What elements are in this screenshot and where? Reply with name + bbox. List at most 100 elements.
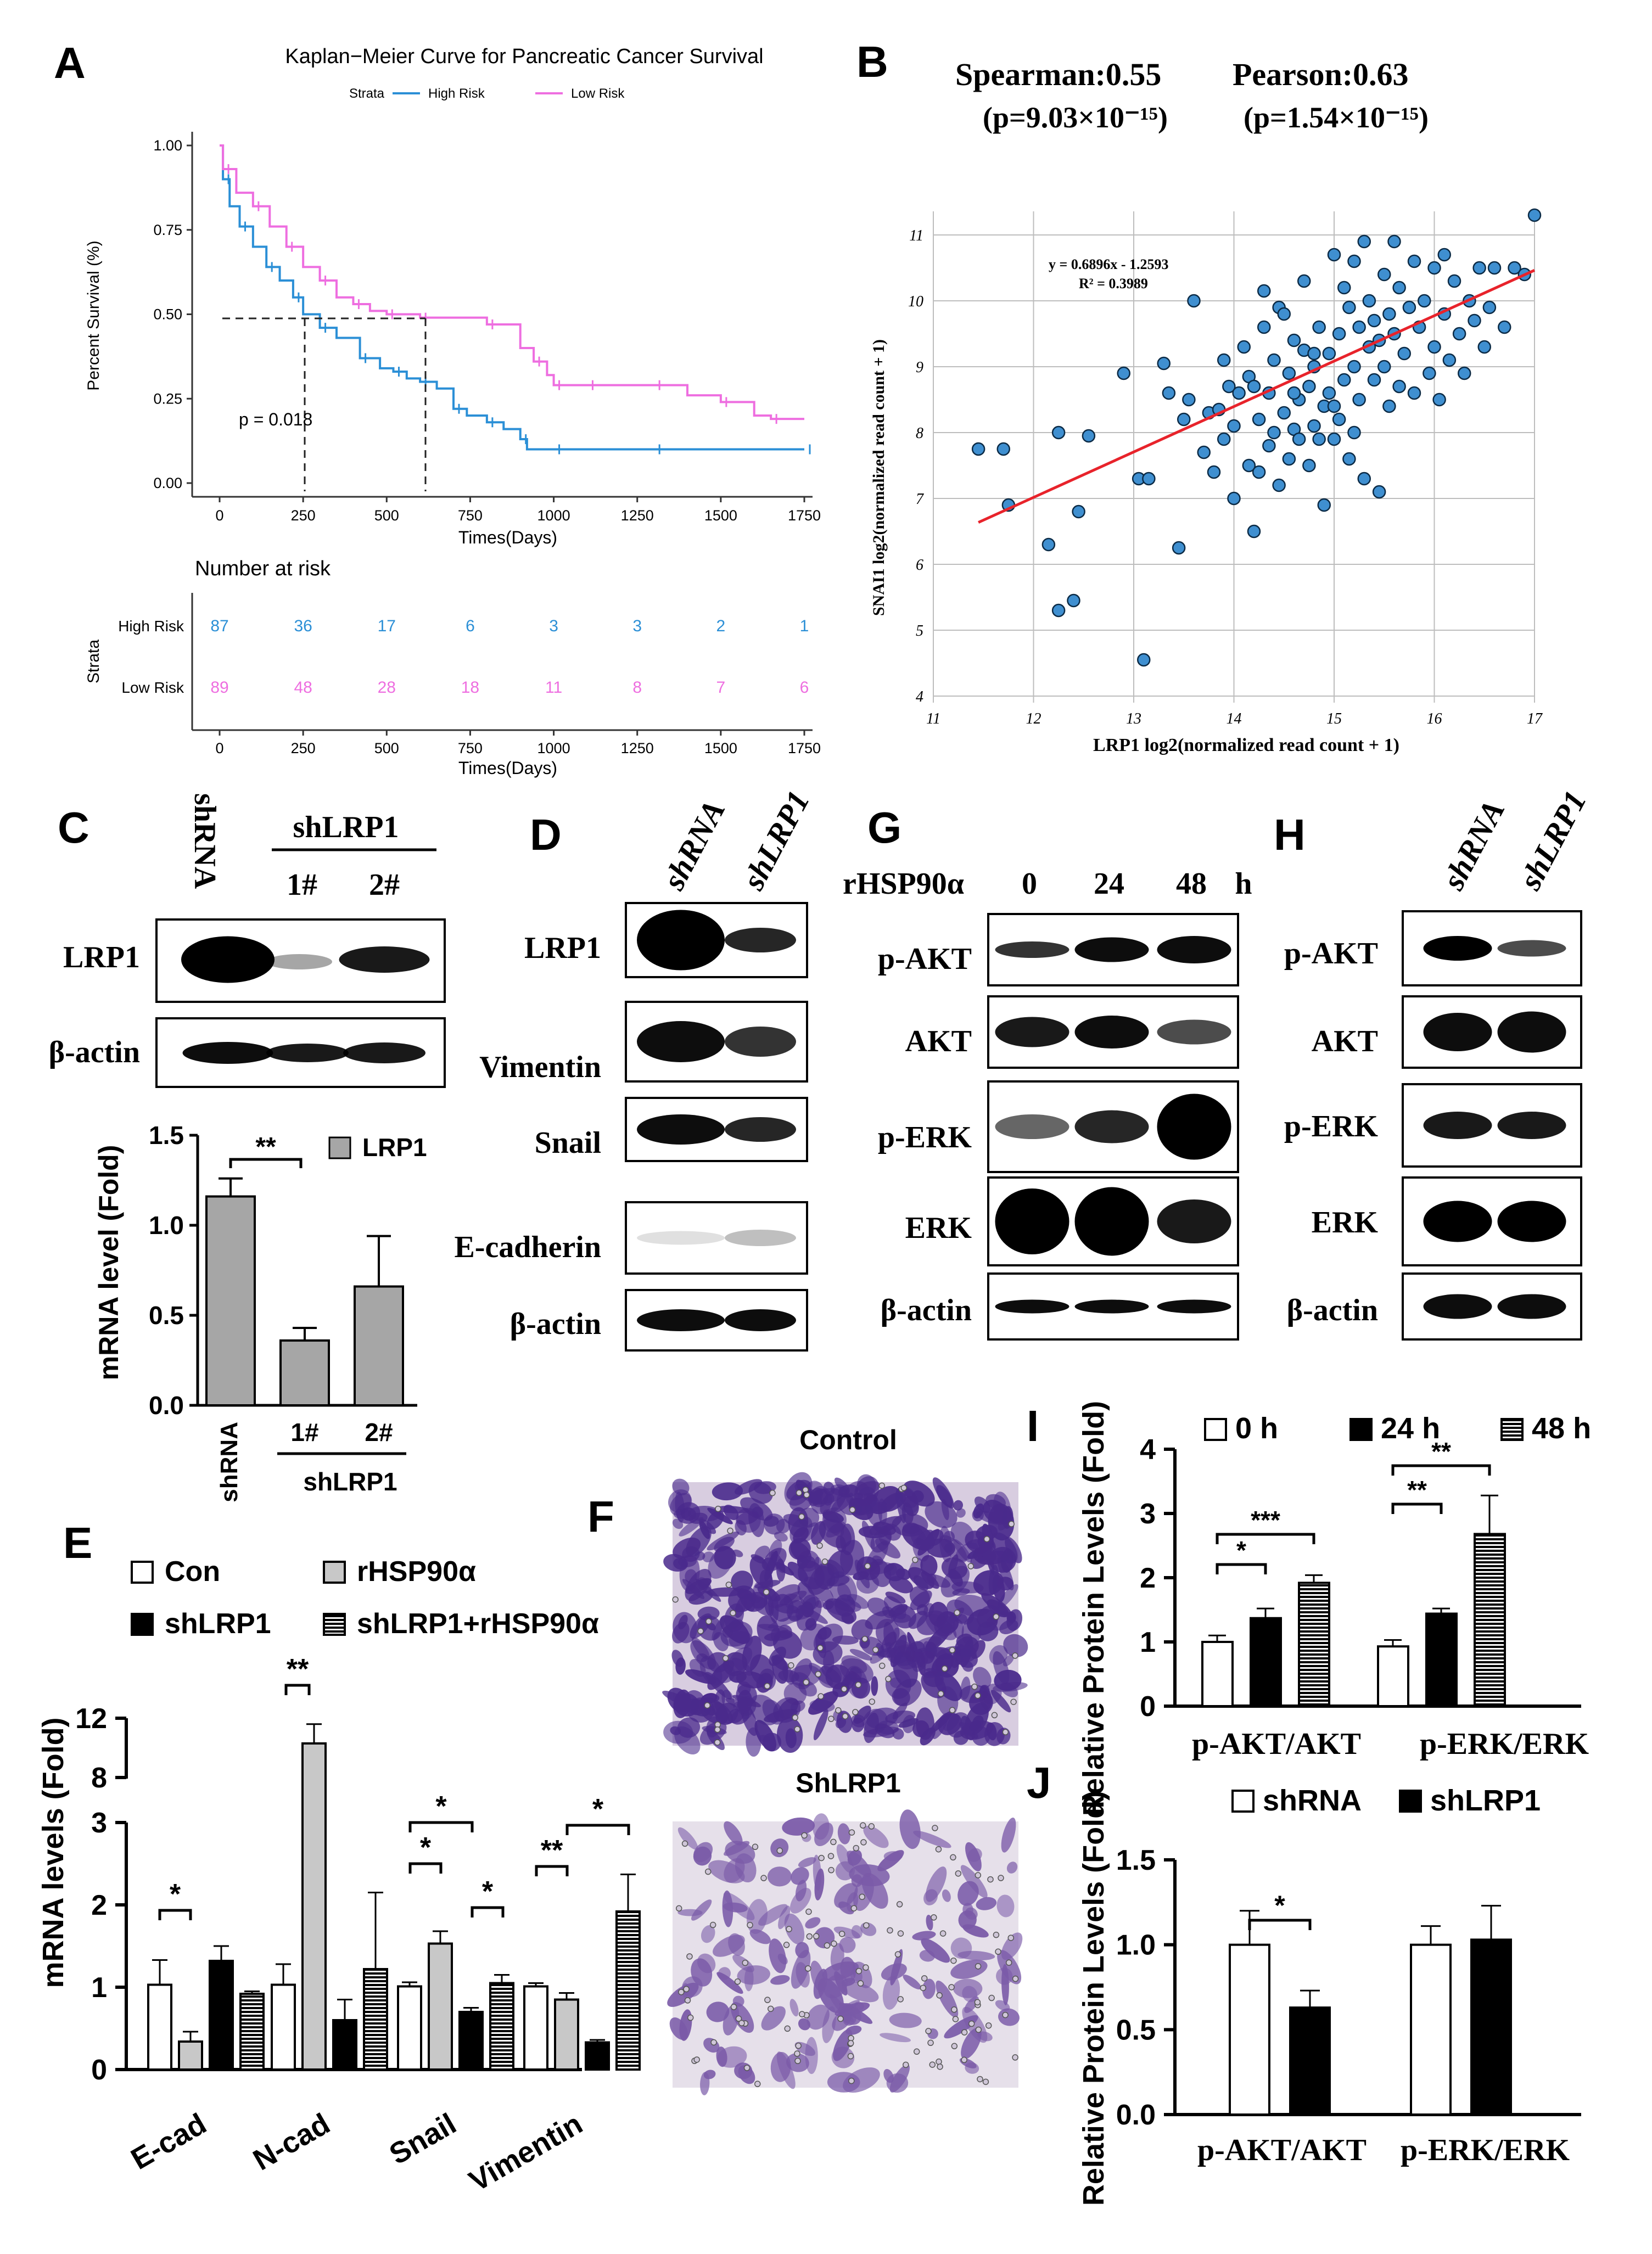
stained-cell <box>777 1953 788 1965</box>
stained-cell <box>921 1938 950 1963</box>
stained-cell <box>875 1642 885 1659</box>
e-ytick-label: 8 <box>91 1762 107 1794</box>
stained-cell <box>702 1694 720 1703</box>
e-sig-label: * <box>482 1876 494 1908</box>
membrane-pore <box>683 1986 690 1993</box>
membrane-pore <box>993 1613 1000 1620</box>
membrane-pore <box>951 2006 957 2013</box>
blot-band <box>1497 1011 1566 1053</box>
stained-cell <box>833 1926 860 1939</box>
e-xlabel: Vimentin <box>463 2107 588 2197</box>
membrane-pore <box>929 2061 936 2068</box>
stained-cell <box>724 1821 743 1846</box>
stained-cell <box>867 1597 890 1617</box>
scatter-point <box>1392 281 1406 295</box>
e-legend-swatch <box>131 1561 154 1584</box>
stained-cell <box>813 1709 828 1741</box>
scatter-ytick-label: 6 <box>916 557 923 574</box>
membrane-pore <box>995 1948 1001 1955</box>
scatter-point <box>1327 248 1341 262</box>
stained-cell <box>703 2070 716 2079</box>
panel-letter-i: I <box>1027 1401 1039 1450</box>
stained-cell <box>783 1682 807 1705</box>
j-ytick-label: 0.5 <box>1116 2014 1156 2046</box>
membrane-pore <box>987 1876 994 1883</box>
scatter-point <box>1287 386 1301 400</box>
c-bar <box>205 1195 256 1407</box>
panel-letter-g: G <box>867 803 901 852</box>
stained-cell <box>775 1562 794 1575</box>
stained-cell <box>972 1726 990 1746</box>
scatter-point <box>1342 300 1356 315</box>
km-curve-low <box>220 144 804 420</box>
membrane-pore <box>727 1527 733 1534</box>
membrane-pore <box>941 1665 948 1672</box>
stained-cell <box>732 1995 744 2007</box>
blot-band <box>1074 937 1149 962</box>
e-xlabel: E-cad <box>126 2107 212 2175</box>
stained-cell <box>701 1925 715 1943</box>
membrane-pore <box>794 2050 800 2057</box>
i-bar <box>1250 1617 1282 1707</box>
e-ylabel: mRNA levels (Fold) <box>37 1717 70 1988</box>
i-sig-bracket <box>1216 1563 1267 1574</box>
risk-count-high: 17 <box>378 617 396 635</box>
stained-cell <box>849 1649 872 1661</box>
stained-cell <box>912 1720 929 1737</box>
membrane-pore <box>725 1582 732 1588</box>
d-row-label: Snail <box>535 1126 601 1160</box>
stained-cell <box>797 1550 820 1572</box>
e-ytick-label: 12 <box>75 1703 107 1735</box>
stained-cell <box>838 1484 859 1498</box>
membrane-pore <box>849 1506 856 1513</box>
scatter-point <box>1418 294 1431 308</box>
scatter-point <box>1137 653 1151 667</box>
stained-cell <box>723 1902 748 1913</box>
stained-cell <box>807 2004 830 2030</box>
membrane-pore <box>887 1927 893 1934</box>
stained-cell <box>706 2001 730 2022</box>
membrane-pore <box>838 1931 845 1937</box>
scatter-ytick-label: 8 <box>916 425 923 442</box>
j-legend-label: shRNA <box>1263 1784 1362 1817</box>
stained-cell <box>825 1598 856 1623</box>
h-row-label: ERK <box>1312 1206 1379 1240</box>
h-row-label: p-ERK <box>1284 1109 1379 1143</box>
scatter-point <box>1352 393 1366 407</box>
membrane-pore <box>714 1726 721 1733</box>
stained-cell <box>787 1561 808 1582</box>
membrane-pore <box>1007 1935 1015 1941</box>
stained-cell <box>885 1591 906 1604</box>
blot-band <box>637 1309 725 1331</box>
membrane-pore <box>1012 1975 1019 1982</box>
membrane-pore <box>803 1492 810 1498</box>
membrane-pore <box>734 1978 741 1985</box>
stained-cell <box>805 1618 817 1631</box>
stained-cell <box>991 1532 1018 1564</box>
stained-cell <box>989 1645 1008 1665</box>
stained-cell <box>903 1975 921 1989</box>
e-sig-bracket <box>471 1906 505 1917</box>
scatter-point <box>1292 432 1306 446</box>
blot-band <box>1423 1112 1492 1139</box>
scatter-point <box>1452 327 1466 341</box>
membrane-pore <box>764 1683 771 1690</box>
stained-cell <box>962 1903 973 1917</box>
km-ticks: 0 250 500 750 1000 1250 1500 1750 0.00 0.25 0.50 0.… <box>153 137 821 524</box>
h-row-label: β-actin <box>1287 1293 1378 1327</box>
scatter-points <box>971 208 1542 667</box>
panel-letter-b: B <box>856 37 888 86</box>
membrane-pore <box>776 1847 783 1854</box>
stained-cell <box>727 1647 753 1673</box>
membrane-pore <box>783 1942 790 1948</box>
panel-letter-h: H <box>1274 810 1306 859</box>
blot-band <box>1423 1013 1492 1051</box>
h-row-label: p-AKT <box>1284 937 1378 971</box>
scatter-point <box>1382 307 1396 321</box>
km-legend-high: High Risk <box>428 86 485 101</box>
scatter-point <box>1227 419 1241 433</box>
scatter-point <box>1407 254 1421 268</box>
stained-cell <box>776 2051 796 2089</box>
stained-cell <box>953 1500 964 1511</box>
